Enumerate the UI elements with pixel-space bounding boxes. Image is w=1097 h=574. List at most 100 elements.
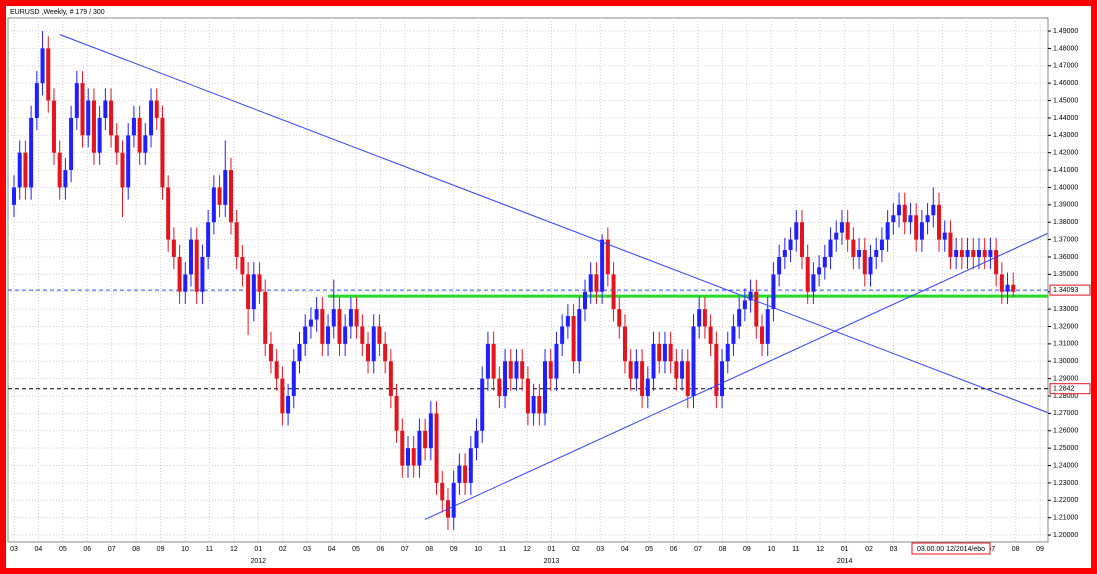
- candle-body: [69, 117, 74, 171]
- candle-body: [640, 361, 645, 397]
- candle-body: [194, 239, 199, 292]
- candle-body: [103, 100, 108, 118]
- candle-body: [731, 326, 736, 344]
- candle-body: [720, 361, 725, 397]
- candle-body: [1005, 284, 1010, 292]
- candle-body: [366, 343, 371, 362]
- candle-body: [120, 152, 125, 188]
- x-tick-label: 12: [523, 546, 531, 553]
- candle-body: [931, 204, 936, 216]
- y-tick-label: 1.22000: [1053, 497, 1078, 504]
- x-tick-label: 03: [303, 546, 311, 553]
- candle-body: [834, 232, 839, 240]
- candle-body: [971, 250, 976, 257]
- candle-body: [463, 465, 468, 483]
- candle-body: [811, 274, 816, 292]
- candle-body: [400, 430, 405, 466]
- candle-body: [708, 326, 713, 344]
- y-tick-label: 1.41000: [1053, 167, 1078, 174]
- candle-body: [520, 361, 525, 379]
- candle-body: [817, 267, 822, 275]
- candle-body: [857, 250, 862, 257]
- candle-body: [383, 343, 388, 362]
- candle-body: [685, 361, 690, 397]
- x-tick-label: 09: [1036, 546, 1044, 553]
- trendline: [424, 233, 1048, 520]
- candle-body: [246, 274, 251, 310]
- x-tick-label: 10: [474, 546, 482, 553]
- x-tick-label: 08: [1012, 546, 1020, 553]
- candle-body: [377, 326, 382, 344]
- candle-body: [982, 250, 987, 257]
- y-tick-label: 1.32000: [1053, 323, 1078, 330]
- candle-body: [891, 215, 896, 223]
- level-label: 1.34093: [1053, 287, 1078, 294]
- y-tick-label: 1.29000: [1053, 375, 1078, 382]
- candle-body: [257, 274, 262, 292]
- candle-body: [331, 309, 336, 327]
- y-tick-label: 1.42000: [1053, 150, 1078, 157]
- x-tick-label: 02: [279, 546, 287, 553]
- x-tick-label: 11: [499, 546, 506, 553]
- candle-body: [868, 256, 873, 275]
- candle-body: [337, 309, 342, 344]
- candle-body: [217, 187, 222, 205]
- candle-body: [788, 239, 793, 251]
- candle-body: [965, 250, 970, 257]
- x-tick-label: 02: [572, 546, 580, 553]
- level-label: 1.2842: [1053, 386, 1075, 393]
- candle-body: [57, 152, 62, 188]
- candle-body: [189, 239, 194, 275]
- candle-body: [954, 250, 959, 257]
- candle-body: [531, 396, 536, 414]
- candle-body: [662, 343, 667, 362]
- year-label: 2014: [837, 558, 853, 565]
- candle-body: [149, 100, 154, 136]
- y-tick-label: 1.31000: [1053, 341, 1078, 348]
- x-tick-label: 03: [596, 546, 604, 553]
- y-tick-label: 1.37000: [1053, 236, 1078, 243]
- candle-body: [160, 117, 165, 188]
- y-tick-label: 1.49000: [1053, 28, 1078, 35]
- candle-body: [326, 326, 331, 344]
- y-tick-label: 1.36000: [1053, 254, 1078, 261]
- candle-body: [554, 343, 559, 379]
- candle-body: [805, 256, 810, 292]
- candle-body: [263, 291, 268, 344]
- candle-body: [571, 316, 576, 362]
- y-tick-label: 1.24000: [1053, 462, 1078, 469]
- candle-body: [937, 204, 942, 240]
- y-tick-label: 1.33000: [1053, 306, 1078, 313]
- candle-body: [428, 413, 433, 449]
- x-tick-label: 07: [108, 546, 116, 553]
- candle-body: [594, 274, 599, 292]
- x-tick-label: 06: [670, 546, 678, 553]
- candle-body: [303, 326, 308, 344]
- candle-body: [605, 239, 610, 275]
- candle-body: [976, 250, 981, 257]
- candle-body: [988, 250, 993, 257]
- candle-body: [286, 396, 291, 414]
- candle-body: [543, 361, 548, 414]
- candle-body: [577, 309, 582, 362]
- y-tick-label: 1.48000: [1053, 45, 1078, 52]
- candle-body: [497, 378, 502, 397]
- x-tick-label: 06: [377, 546, 385, 553]
- candle-body: [600, 239, 605, 292]
- cursor-label: 03.00.00 12/2014/ebo: [917, 546, 985, 553]
- candle-body: [702, 309, 707, 327]
- candle-body: [451, 482, 456, 518]
- x-tick-label: 09: [450, 546, 458, 553]
- chart-title: EURUSD ,Weekly, # 179 / 300: [10, 9, 105, 16]
- candle-body: [994, 250, 999, 275]
- x-tick-label: 07: [401, 546, 409, 553]
- candle-body: [680, 361, 685, 379]
- candle-body: [423, 430, 428, 449]
- candle-body: [166, 187, 171, 240]
- y-tick-label: 1.43000: [1053, 132, 1078, 139]
- candle-body: [126, 135, 131, 188]
- candle-body: [234, 222, 239, 257]
- candle-body: [514, 361, 519, 379]
- x-tick-label: 11: [792, 546, 799, 553]
- candle-body: [280, 378, 285, 414]
